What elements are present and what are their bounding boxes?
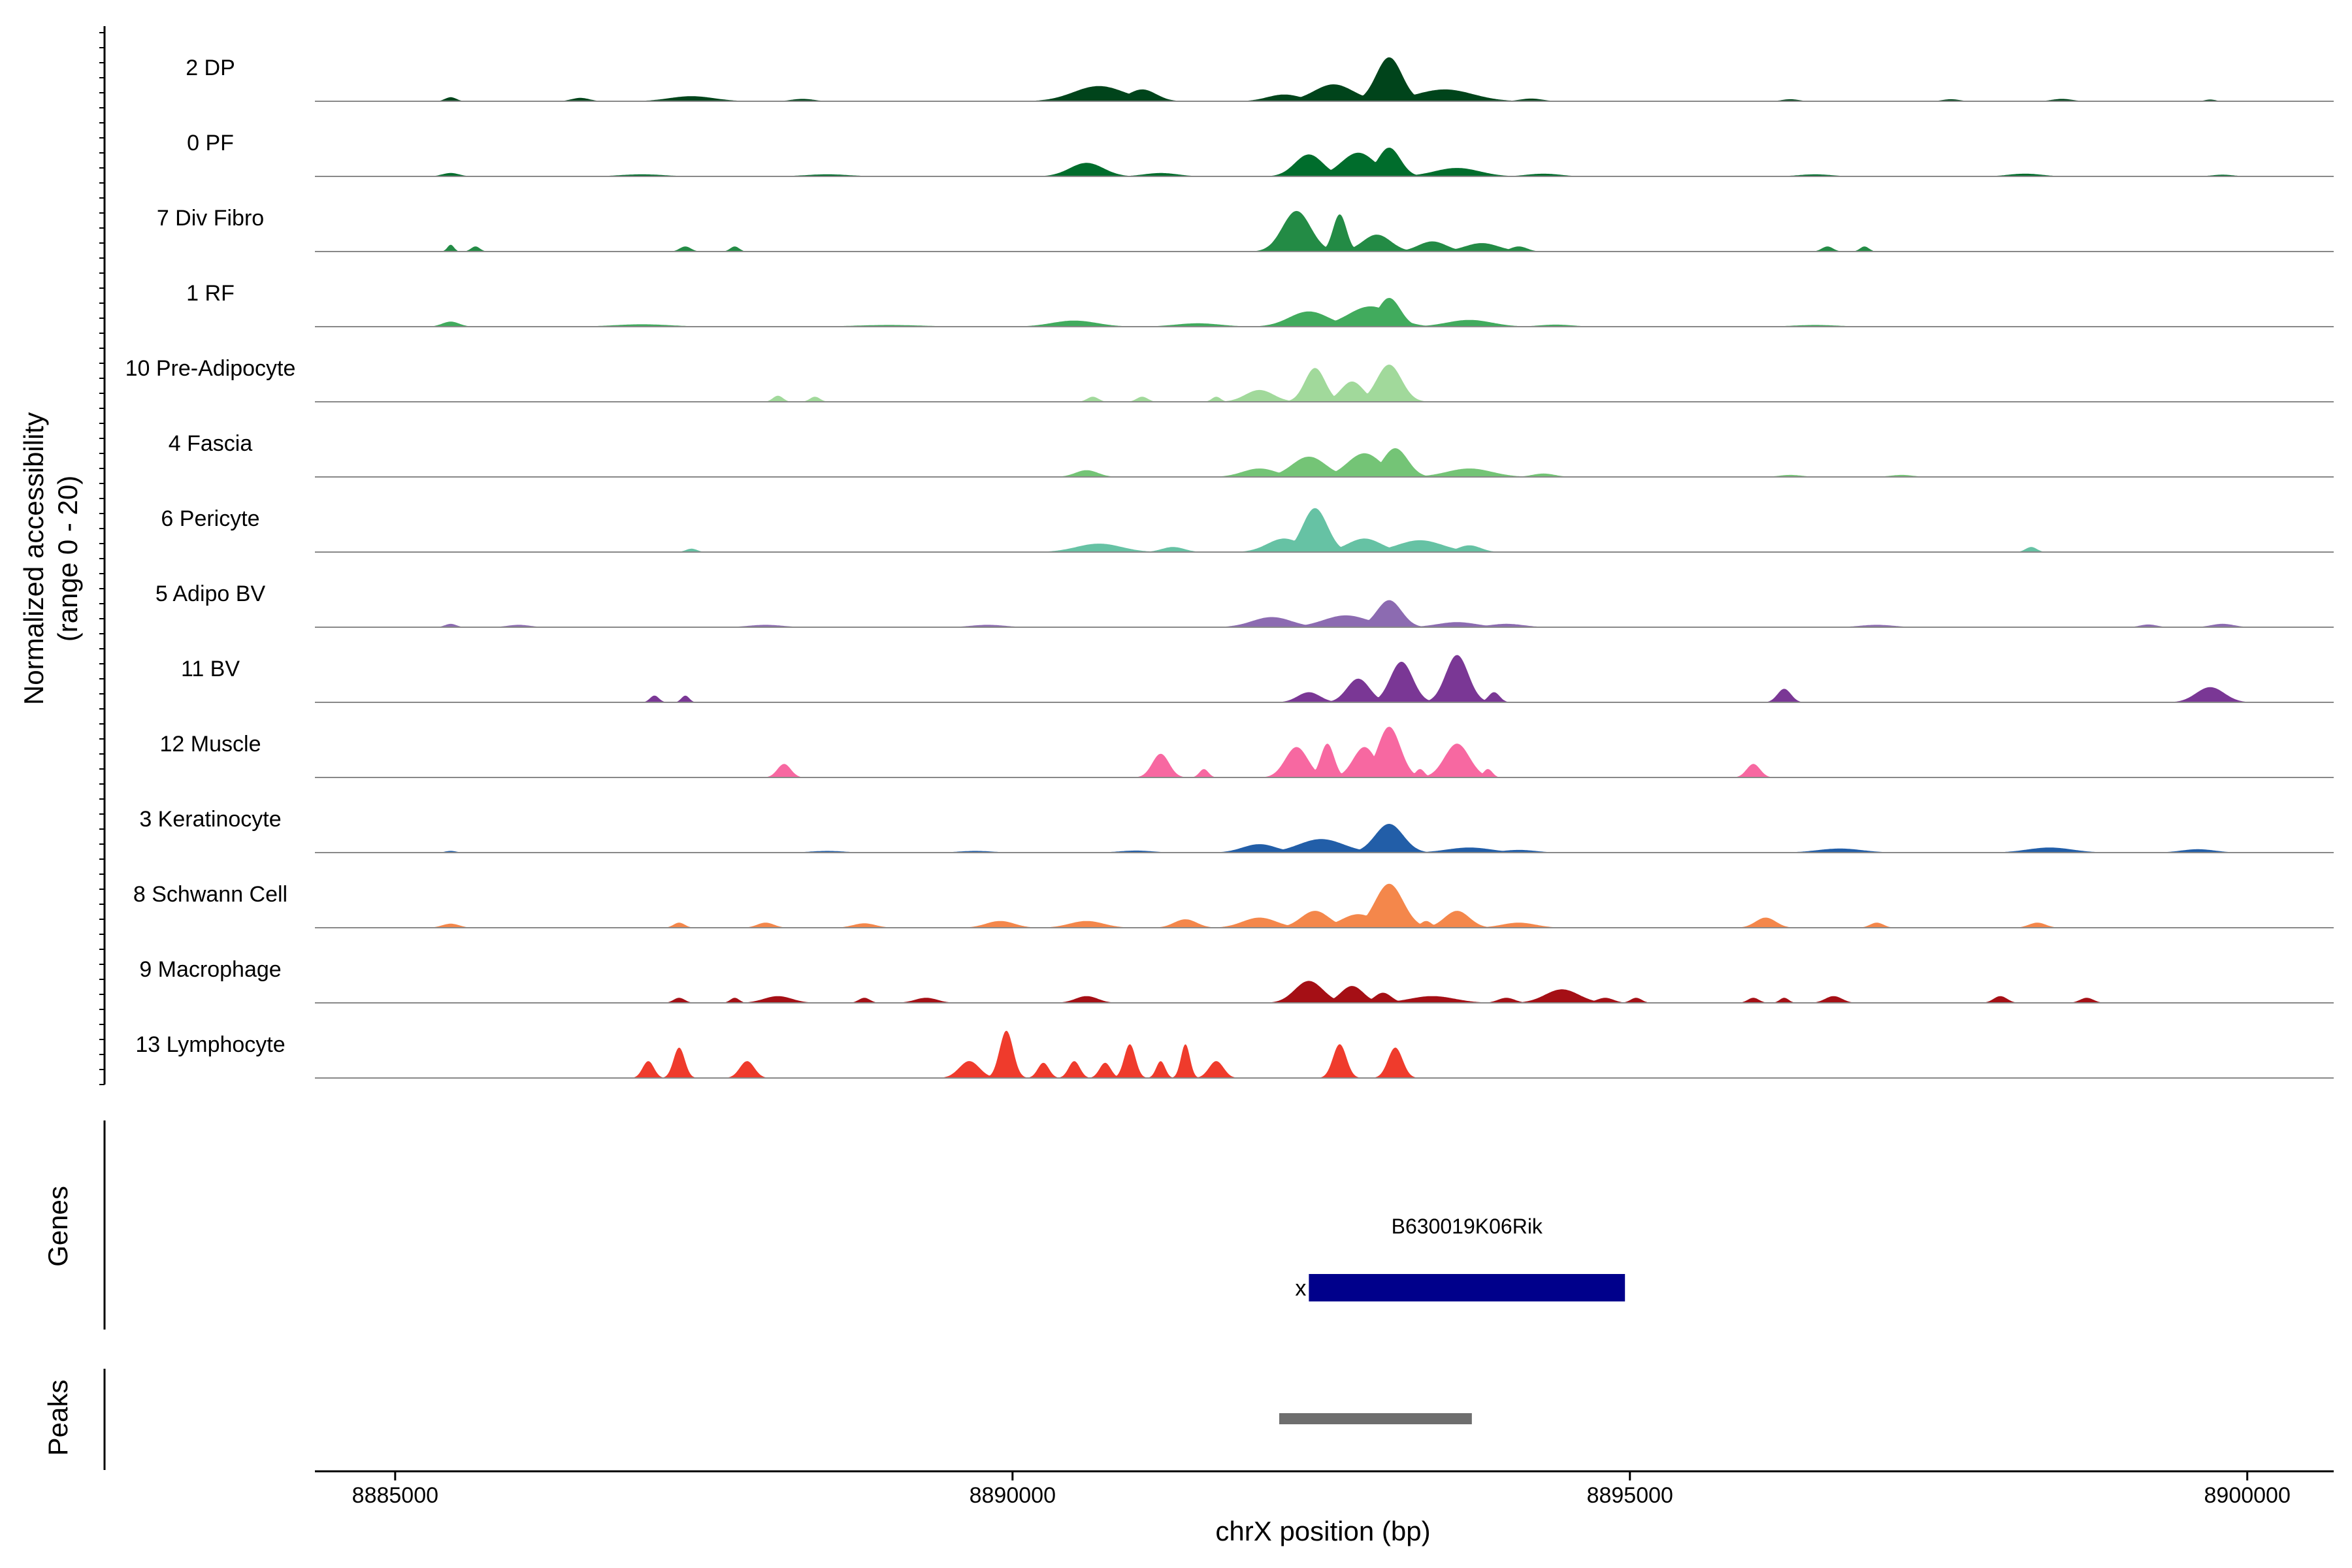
track-4-fascia: 4 Fascia <box>169 431 2334 478</box>
genes-track-label: Genes <box>42 1186 73 1267</box>
track-label: 13 Lymphocyte <box>135 1032 285 1057</box>
coverage-area <box>414 883 2297 928</box>
y-axis-title-line2: (range 0 - 20) <box>52 476 83 642</box>
track-label: 11 BV <box>181 657 240 681</box>
track-1-rf: 1 RF <box>186 281 2334 327</box>
track-6-pericyte: 6 Pericyte <box>161 506 2334 553</box>
coverage-area <box>414 210 2297 252</box>
peak-region <box>1279 1413 1472 1424</box>
track-2-dp: 2 DP <box>186 56 2334 102</box>
track-9-macrophage: 9 Macrophage <box>139 957 2334 1004</box>
track-3-keratinocyte: 3 Keratinocyte <box>139 807 2334 853</box>
track-label: 2 DP <box>186 56 235 80</box>
track-12-muscle: 12 Muscle <box>160 727 2334 778</box>
x-tick-label: 8885000 <box>352 1483 438 1508</box>
coverage-area <box>414 655 2297 702</box>
coverage-area <box>414 298 2297 327</box>
x-axis: chrX position (bp) 8885000 8890000 8895000… <box>315 1470 2334 1546</box>
coverage-area <box>414 600 2297 627</box>
track-8-schwann-cell: 8 Schwann Cell <box>133 882 2334 928</box>
track-13-lymphocyte: 13 Lymphocyte <box>135 1030 2334 1079</box>
y-axis-title-line1: Normalized accessibility <box>18 412 49 705</box>
track-11-bv: 11 BV <box>181 655 2334 703</box>
gene-body <box>1309 1274 1625 1301</box>
x-tick-label: 8900000 <box>2204 1483 2291 1508</box>
coverage-area <box>414 824 2297 853</box>
coverage-area <box>414 148 2297 176</box>
x-tick-label: 8890000 <box>970 1483 1056 1508</box>
gene-strand-marker: x <box>1295 1276 1306 1301</box>
track-label: 3 Keratinocyte <box>139 807 281 832</box>
track-label: 7 Div Fibro <box>157 206 264 231</box>
peaks-track: Peaks <box>42 1369 1472 1470</box>
track-label: 1 RF <box>186 281 235 306</box>
coverage-area <box>414 727 2297 777</box>
y-axis-title: Normalized accessibility (range 0 - 20) <box>18 412 83 705</box>
x-axis-title: chrX position (bp) <box>1215 1516 1430 1546</box>
track-7-div-fibro: 7 Div Fibro <box>157 206 2334 252</box>
gene-b630019k06rik: B630019K06Rik x <box>1295 1215 1625 1301</box>
coverage-area <box>414 1030 2297 1078</box>
coverage-area <box>414 57 2297 101</box>
track-5-adipo-bv: 5 Adipo BV <box>155 581 2334 628</box>
gene-name: B630019K06Rik <box>1392 1215 1543 1238</box>
track-label: 5 Adipo BV <box>155 581 266 606</box>
track-label: 10 Pre-Adipocyte <box>125 356 296 381</box>
x-tick-label: 8895000 <box>1587 1483 1673 1508</box>
track-label: 0 PF <box>187 131 234 155</box>
track-10-pre-adipocyte: 10 Pre-Adipocyte <box>125 356 2334 402</box>
track-label: 4 Fascia <box>169 431 253 456</box>
coverage-area <box>414 448 2297 477</box>
peaks-track-label: Peaks <box>42 1380 73 1456</box>
track-label: 12 Muscle <box>160 732 261 757</box>
track-label: 9 Macrophage <box>139 957 281 982</box>
genes-track: Genes B630019K06Rik x <box>42 1120 1625 1330</box>
coverage-area <box>414 508 2297 552</box>
y-axis <box>99 26 106 1085</box>
coverage-tracks: 2 DP 0 PF 7 Div Fibro 1 RF 10 Pre-Adipocyte 4… <box>99 26 2334 1085</box>
coverage-area <box>414 981 2297 1003</box>
track-label: 8 Schwann Cell <box>133 882 287 907</box>
coverage-area <box>414 365 2297 402</box>
track-0-pf: 0 PF <box>187 131 2334 177</box>
track-label: 6 Pericyte <box>161 506 259 531</box>
